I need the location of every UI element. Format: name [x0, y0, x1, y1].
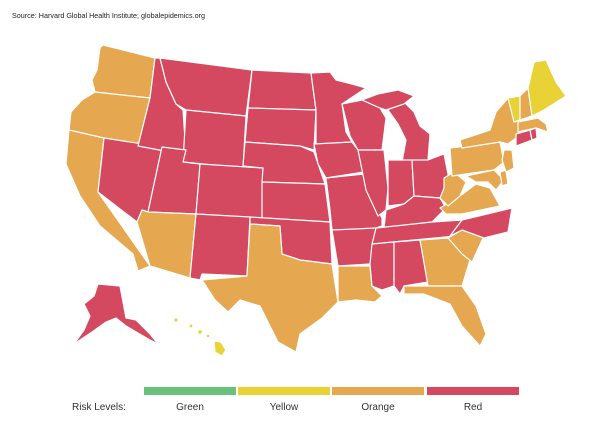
state-MD[interactable]	[465, 169, 505, 191]
legend-swatch-yellow	[238, 387, 330, 395]
state-NC[interactable]	[449, 207, 513, 239]
legend-label-red: Red	[463, 402, 483, 413]
legend-label-yellow: Yellow	[269, 402, 299, 413]
state-DE[interactable]	[499, 169, 509, 187]
legend-swatch-red	[427, 387, 519, 395]
state-ME[interactable]	[527, 59, 567, 117]
state-FL[interactable]	[403, 285, 487, 347]
state-HI-isle-2[interactable]	[188, 323, 194, 329]
state-SD[interactable]	[244, 107, 317, 151]
state-ND[interactable]	[247, 69, 317, 111]
state-MS[interactable]	[369, 241, 395, 291]
state-WY[interactable]	[182, 109, 247, 169]
legend-item-red: Red	[427, 387, 519, 413]
legend-item-orange: Orange	[332, 387, 424, 413]
legend-swatch-orange	[332, 387, 424, 395]
legend-label-green: Green	[176, 402, 204, 413]
state-HI-isle-3[interactable]	[197, 329, 204, 336]
legend-item-green: Green	[144, 387, 236, 413]
state-PA[interactable]	[449, 141, 505, 177]
legend-label-orange: Orange	[361, 402, 395, 413]
state-KS[interactable]	[261, 181, 331, 223]
state-MA[interactable]	[517, 117, 549, 133]
state-HI-isle-4[interactable]	[205, 333, 211, 339]
state-RI[interactable]	[529, 127, 538, 141]
state-AR[interactable]	[331, 227, 377, 267]
state-MI-UP[interactable]	[361, 89, 415, 111]
legend-title: Risk Levels:	[72, 402, 126, 413]
state-GA[interactable]	[419, 237, 471, 287]
state-VA[interactable]	[439, 183, 501, 215]
state-HI-isle-1[interactable]	[173, 317, 179, 323]
state-CO[interactable]	[195, 163, 264, 219]
state-WA[interactable]	[91, 44, 156, 99]
source-caption: Source: Harvard Global Health Institute;…	[12, 11, 205, 20]
state-NJ[interactable]	[501, 149, 515, 173]
state-AK[interactable]	[73, 283, 159, 345]
state-HI[interactable]	[213, 340, 227, 357]
legend-swatch-green	[144, 387, 236, 395]
state-MI[interactable]	[387, 99, 431, 163]
legend-item-yellow: Yellow	[238, 387, 330, 413]
state-NM[interactable]	[189, 213, 251, 281]
state-TX[interactable]	[201, 223, 339, 353]
